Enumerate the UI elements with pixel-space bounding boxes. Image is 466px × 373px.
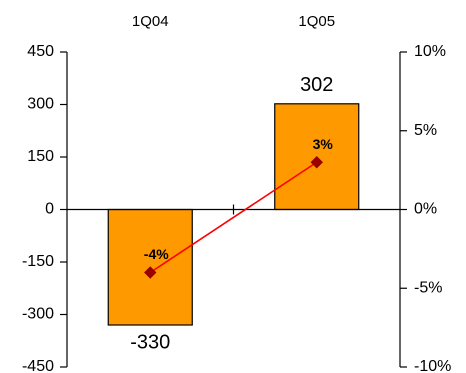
right-axis-tick-label: 5% bbox=[414, 122, 437, 139]
axes-layer bbox=[60, 51, 407, 368]
line-point-marker bbox=[144, 266, 157, 279]
left-axis-tick-label: -450 bbox=[22, 358, 54, 373]
left-axis-tick-label: -150 bbox=[22, 253, 54, 270]
bar-value-label: 302 bbox=[300, 74, 333, 96]
line-value-label: -4% bbox=[144, 246, 169, 262]
right-axis-tick-label: -10% bbox=[414, 358, 451, 373]
labels-layer: -330 302 450 300 150 0 -150 -300 -450 10% 5% 0% -5% -… bbox=[22, 13, 451, 373]
line-series-path bbox=[149, 161, 318, 274]
left-axis-tick-label: 300 bbox=[27, 96, 54, 113]
left-axis-tick-label: 450 bbox=[27, 43, 54, 60]
bar-value-label: -330 bbox=[130, 331, 170, 353]
category-label: 1Q04 bbox=[132, 13, 169, 30]
left-axis-tick-label: -300 bbox=[22, 306, 54, 323]
right-axis-tick-label: -5% bbox=[414, 279, 442, 296]
line-point-marker bbox=[310, 156, 323, 169]
line-value-label: 3% bbox=[313, 136, 334, 152]
right-axis-tick-label: 0% bbox=[414, 201, 437, 218]
right-axis-tick-label: 10% bbox=[414, 43, 446, 60]
left-axis-tick-label: 150 bbox=[27, 148, 54, 165]
left-axis-tick-label: 0 bbox=[45, 201, 54, 218]
line-layer bbox=[144, 156, 323, 279]
category-label: 1Q05 bbox=[298, 13, 335, 30]
bars-layer bbox=[107, 103, 360, 326]
